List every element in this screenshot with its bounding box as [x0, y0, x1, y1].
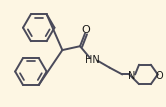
Text: N: N [128, 71, 136, 81]
Text: HN: HN [85, 55, 100, 65]
Text: O: O [82, 25, 90, 35]
Text: O: O [156, 71, 164, 81]
